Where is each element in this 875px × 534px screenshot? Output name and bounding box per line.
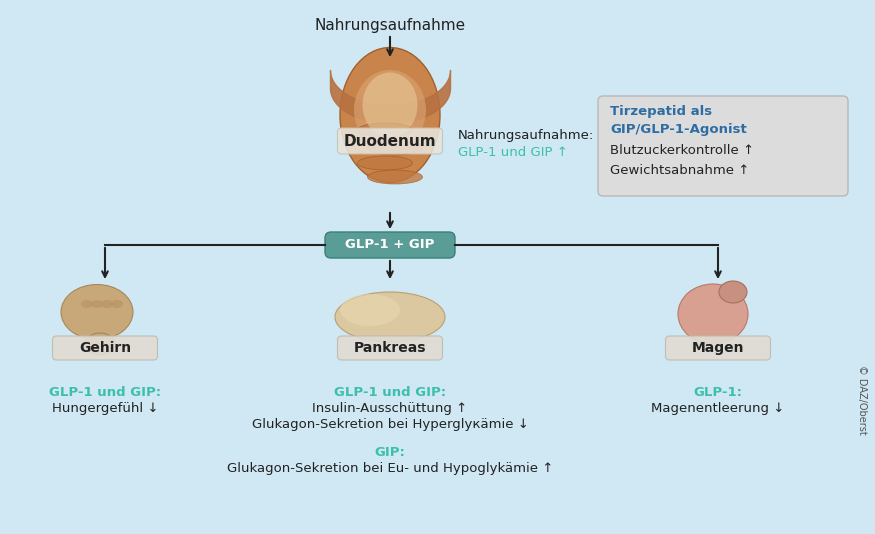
Ellipse shape bbox=[340, 48, 440, 183]
Text: Glukagon-Sekretion bei Eu- und Hypoglykämie ↑: Glukagon-Sekretion bei Eu- und Hypoglykä… bbox=[227, 462, 553, 475]
Text: GIP:: GIP: bbox=[374, 446, 405, 459]
Ellipse shape bbox=[368, 170, 423, 184]
FancyBboxPatch shape bbox=[325, 232, 455, 258]
FancyBboxPatch shape bbox=[666, 336, 771, 360]
Ellipse shape bbox=[101, 300, 113, 308]
Text: Hungergefühl ↓: Hungergefühl ↓ bbox=[52, 402, 158, 415]
Ellipse shape bbox=[358, 156, 412, 170]
Ellipse shape bbox=[81, 300, 93, 308]
Text: Pankreas: Pankreas bbox=[354, 341, 426, 355]
Text: Nahrungsaufnahme:: Nahrungsaufnahme: bbox=[458, 129, 594, 142]
Ellipse shape bbox=[719, 281, 747, 303]
Text: GLP-1 + GIP: GLP-1 + GIP bbox=[346, 239, 435, 252]
Ellipse shape bbox=[354, 70, 426, 150]
Text: Blutzuckerkontrolle ↑: Blutzuckerkontrolle ↑ bbox=[610, 145, 754, 158]
FancyBboxPatch shape bbox=[338, 336, 443, 360]
Text: GLP-1 und GIP:: GLP-1 und GIP: bbox=[49, 386, 161, 399]
Text: GLP-1:: GLP-1: bbox=[694, 386, 743, 399]
Text: GLP-1 und GIP:: GLP-1 und GIP: bbox=[334, 386, 446, 399]
FancyBboxPatch shape bbox=[52, 336, 158, 360]
Text: Magenentleerung ↓: Magenentleerung ↓ bbox=[651, 402, 785, 415]
Ellipse shape bbox=[340, 294, 400, 326]
Ellipse shape bbox=[85, 333, 115, 355]
Text: Duodenum: Duodenum bbox=[344, 134, 437, 148]
Text: Gehirn: Gehirn bbox=[79, 341, 131, 355]
Ellipse shape bbox=[678, 284, 748, 344]
Ellipse shape bbox=[61, 285, 133, 340]
Text: © DAZ/Oberst: © DAZ/Oberst bbox=[857, 365, 867, 435]
Ellipse shape bbox=[358, 123, 412, 137]
Text: Nahrungsaufnahme: Nahrungsaufnahme bbox=[314, 18, 466, 33]
FancyBboxPatch shape bbox=[338, 128, 443, 154]
Text: Tirzepatid als: Tirzepatid als bbox=[610, 106, 712, 119]
Text: GLP-1 und GIP ↑: GLP-1 und GIP ↑ bbox=[458, 145, 568, 159]
Text: Magen: Magen bbox=[692, 341, 745, 355]
Text: GIP/GLP-1-Agonist: GIP/GLP-1-Agonist bbox=[610, 122, 746, 136]
Text: Insulin-Ausschüttung ↑: Insulin-Ausschüttung ↑ bbox=[312, 402, 467, 415]
FancyBboxPatch shape bbox=[598, 96, 848, 196]
Text: Glukagon-Sekretion bei Hyperglyкämie ↓: Glukagon-Sekretion bei Hyperglyкämie ↓ bbox=[252, 418, 528, 431]
Ellipse shape bbox=[335, 292, 445, 342]
Text: Gewichtsabnahme ↑: Gewichtsabnahme ↑ bbox=[610, 163, 749, 177]
Ellipse shape bbox=[91, 300, 103, 308]
Ellipse shape bbox=[368, 141, 423, 155]
Ellipse shape bbox=[362, 73, 417, 137]
Ellipse shape bbox=[111, 300, 123, 308]
